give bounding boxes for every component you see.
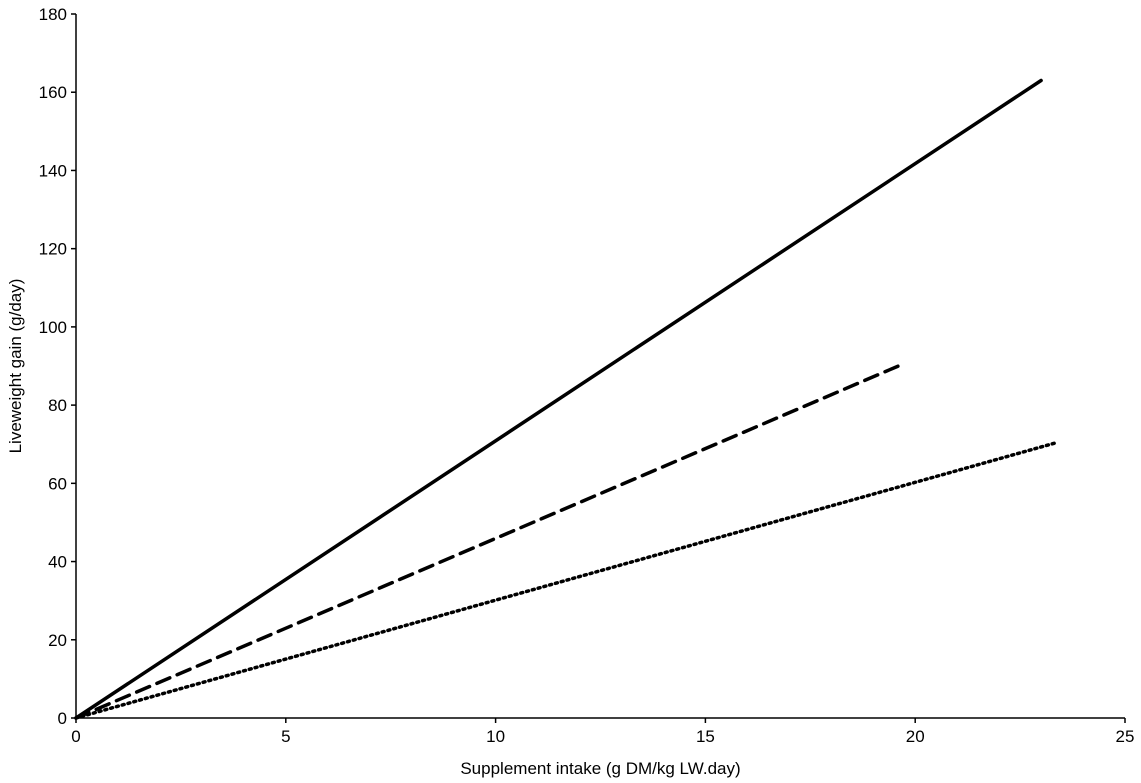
y-tick-label: 160 [39, 83, 67, 102]
x-tick-label: 25 [1116, 727, 1135, 746]
x-tick-label: 10 [486, 727, 505, 746]
y-tick-label: 0 [58, 709, 67, 728]
axes: 0 20 40 60 80 100 120 140 160 180 0 5 10 15 20 25 [39, 5, 1135, 746]
y-axis-title: Liveweight gain (g/day) [6, 279, 25, 454]
series-line-dashed [74, 364, 901, 720]
x-tick-label: 0 [71, 727, 80, 746]
y-tick-label: 40 [48, 553, 67, 572]
y-tick-label: 20 [48, 631, 67, 650]
x-axis-title: Supplement intake (g DM/kg LW.day) [460, 759, 740, 778]
y-tick-label: 80 [48, 396, 67, 415]
series-group [74, 78, 1060, 720]
y-tick-label: 180 [39, 5, 67, 24]
x-tick-label: 15 [696, 727, 715, 746]
x-tick-label: 5 [281, 727, 290, 746]
y-tick-label: 60 [48, 474, 67, 493]
y-tick-label: 140 [39, 161, 67, 180]
y-tick-label: 100 [39, 318, 67, 337]
series-line-dotted [74, 440, 1060, 720]
x-tick-label: 20 [906, 727, 925, 746]
series-line-solid [74, 78, 1043, 720]
y-tick-label: 120 [39, 240, 67, 259]
